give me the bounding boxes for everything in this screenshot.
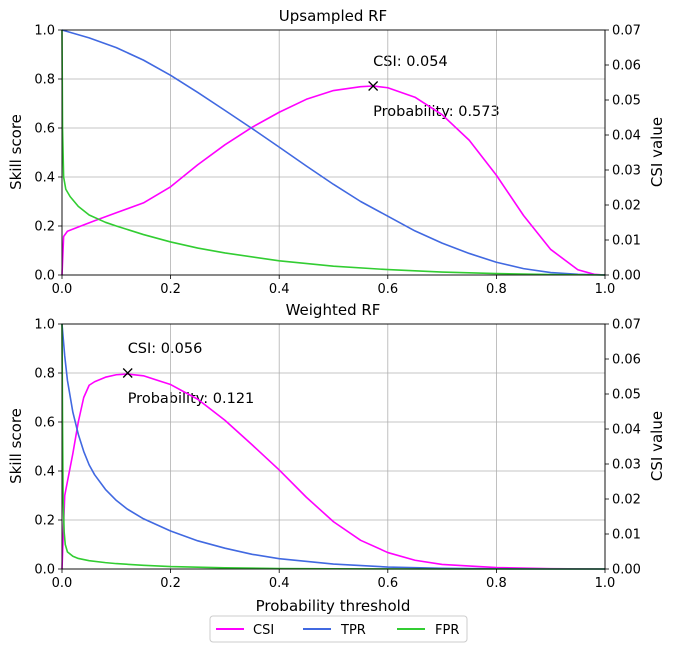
- x-axis-label: Probability threshold: [256, 597, 411, 615]
- y-tick-label-left: 1.0: [34, 318, 55, 333]
- legend: CSI TPR FPR: [209, 615, 468, 643]
- x-tick-label: 0.8: [486, 282, 507, 297]
- axes-frame: [61, 29, 606, 276]
- legend-label-tpr: TPR: [340, 623, 366, 638]
- y-tick-label-left: 0.8: [34, 367, 55, 382]
- max-csi-marker: [122, 368, 133, 378]
- csi-annotation: CSI: 0.056: [128, 341, 203, 357]
- x-tick-label: 0.4: [269, 576, 290, 591]
- plot-lines: [61, 323, 606, 570]
- y-tick-label-right: 0.06: [612, 353, 641, 368]
- series-line-csi: [61, 85, 606, 276]
- series-line-csi: [61, 373, 606, 570]
- marker-stroke: [368, 81, 379, 91]
- x-tick-label: 1.0: [595, 282, 616, 297]
- series-line-tpr: [61, 29, 606, 276]
- y-tick-label-right: 0.03: [612, 458, 641, 473]
- chart-title: Weighted RF: [286, 301, 381, 319]
- y-axis-label-left: Skill score: [7, 114, 25, 190]
- x-tick-label: 0.4: [269, 282, 290, 297]
- marker-stroke: [122, 368, 133, 378]
- x-tick-label: 0.2: [160, 576, 181, 591]
- x-tick-label: 0.8: [486, 576, 507, 591]
- y-tick-label-left: 0.0: [34, 563, 55, 578]
- y-tick-label-right: 0.06: [612, 59, 641, 74]
- y-tick-label-left: 0.6: [34, 416, 55, 431]
- plot-lines: [61, 29, 606, 276]
- upsampled-rf-chart: Upsampled RF Skill score CSI value CSI: …: [7, 7, 666, 297]
- y-tick-label-left: 1.0: [34, 24, 55, 39]
- y-tick-label-right: 0.00: [612, 563, 641, 578]
- grid: [61, 323, 606, 570]
- x-tick-label: 0.0: [52, 576, 73, 591]
- y-tick-label-right: 0.02: [612, 199, 641, 214]
- y-tick-label-left: 0.6: [34, 122, 55, 137]
- weighted-rf-chart: Weighted RF Skill score CSI value Probab…: [7, 301, 666, 615]
- y-tick-label-left: 0.4: [34, 465, 55, 480]
- y-tick-label-right: 0.01: [612, 528, 641, 543]
- x-tick-label: 0.6: [377, 576, 398, 591]
- x-tick-label: 1.0: [595, 576, 616, 591]
- y-tick-label-right: 0.02: [612, 493, 641, 508]
- probability-annotation: Probability: 0.121: [128, 391, 255, 407]
- axes-frame: [61, 323, 606, 570]
- y-tick-label-right: 0.01: [612, 234, 641, 249]
- y-tick-label-right: 0.07: [612, 24, 641, 39]
- series-line-tpr: [61, 323, 605, 570]
- series-line-fpr: [61, 29, 606, 276]
- y-tick-label-left: 0.2: [34, 220, 55, 235]
- axes: 0.0 0.2 0.4 0.6 0.8 1.00.00.20.40.60.81.00.00…: [34, 24, 641, 298]
- y-tick-label-right: 0.04: [612, 423, 641, 438]
- legend-frame: [209, 615, 468, 643]
- x-tick-label: 0.0: [52, 282, 73, 297]
- grid: [61, 29, 606, 276]
- y-tick-label-right: 0.03: [612, 164, 641, 179]
- x-tick-label: 0.6: [377, 282, 398, 297]
- y-tick-label-left: 0.8: [34, 73, 55, 88]
- legend-label-csi: CSI: [253, 623, 274, 638]
- y-tick-label-left: 0.0: [34, 269, 55, 284]
- y-tick-label-right: 0.05: [612, 94, 641, 109]
- y-axis-label-left: Skill score: [7, 408, 25, 484]
- y-tick-label-left: 0.2: [34, 514, 55, 529]
- y-tick-label-right: 0.07: [612, 318, 641, 333]
- y-tick-label-left: 0.4: [34, 171, 55, 186]
- axes: 0.0 0.2 0.4 0.6 0.8 1.00.00.20.40.60.81.00.00…: [34, 318, 641, 592]
- y-axis-label-right: CSI value: [648, 411, 666, 481]
- y-tick-label-right: 0.00: [612, 269, 641, 284]
- series-line-fpr: [61, 323, 605, 570]
- x-tick-label: 0.2: [160, 282, 181, 297]
- csi-annotation: CSI: 0.054: [373, 54, 448, 70]
- y-tick-label-right: 0.05: [612, 388, 641, 403]
- max-csi-marker: [368, 81, 379, 91]
- y-tick-label-right: 0.04: [612, 129, 641, 144]
- chart-title: Upsampled RF: [279, 7, 387, 25]
- legend-label-fpr: FPR: [435, 623, 459, 638]
- y-axis-label-right: CSI value: [648, 117, 666, 187]
